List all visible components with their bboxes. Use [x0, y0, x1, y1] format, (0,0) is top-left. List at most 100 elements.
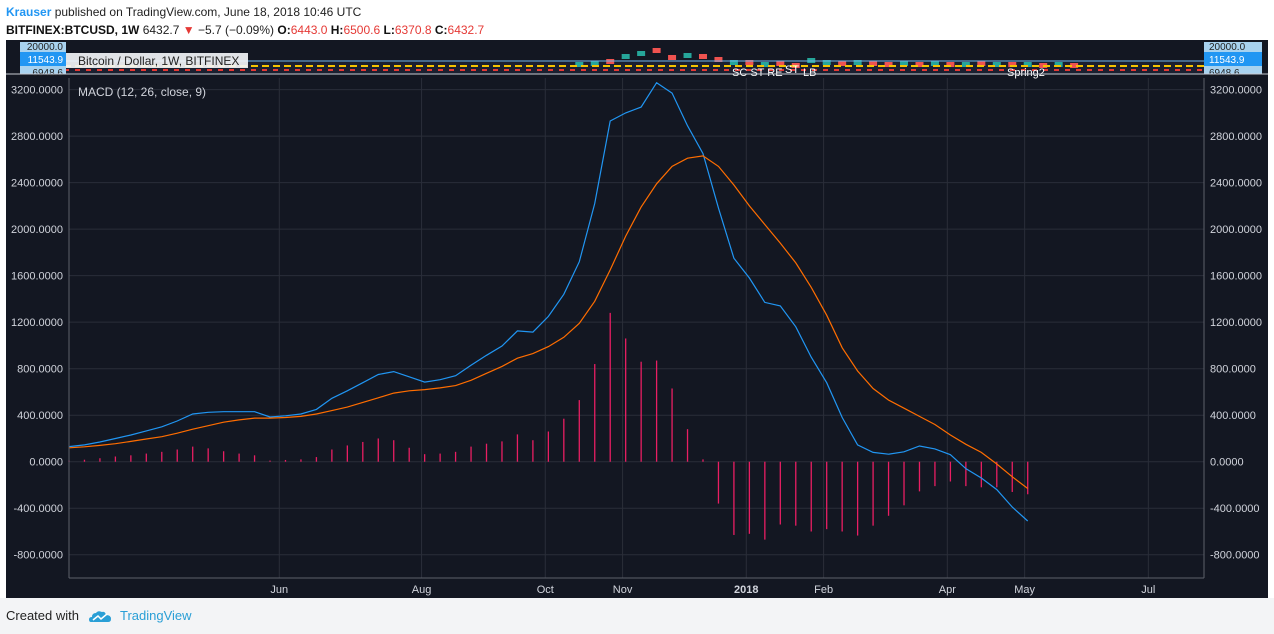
macd-lines [68, 81, 1029, 522]
y-tick-label-right: -800.0000 [1210, 550, 1260, 562]
price-candle [961, 62, 970, 67]
right-price-highlight [1204, 52, 1262, 66]
price-candle [1023, 62, 1032, 67]
price-candle [668, 55, 677, 60]
price-title-bg [20, 53, 248, 68]
low-value: 6370.8 [394, 23, 432, 37]
x-tick-label: Aug [412, 584, 432, 596]
price-candle [745, 60, 754, 65]
y-tick-label-right: 2400.0000 [1210, 178, 1262, 190]
y-tick-label-left: 1600.0000 [11, 271, 63, 283]
y-tick-label-left: 0.0000 [29, 457, 63, 469]
y-axis-left: 3200.0000 2800.0000 2400.0000 2000.0000 1600… [11, 85, 63, 562]
x-tick-label: May [1014, 584, 1035, 596]
last-price: 6432.7 [142, 23, 180, 37]
high-value: 6500.6 [343, 23, 381, 37]
x-tick-label: Jun [270, 584, 288, 596]
open-label: O: [277, 23, 291, 37]
y-tick-label-left: -800.0000 [13, 550, 63, 562]
tradingview-brand-link[interactable]: TradingView [120, 608, 192, 623]
price-candle [637, 51, 646, 56]
y-axis-right: 3200.0000 2800.0000 2400.0000 2000.0000 1600… [1210, 85, 1262, 562]
publish-info: published on TradingView.com, June 18, 2… [54, 5, 362, 19]
price-candle [869, 61, 878, 66]
price-candle [683, 53, 692, 58]
y-tick-label-left: -400.0000 [13, 503, 63, 515]
y-tick-label-right: 1600.0000 [1210, 271, 1262, 283]
grid [69, 78, 1204, 578]
price-candle [760, 62, 769, 67]
x-tick-label: Apr [939, 584, 956, 596]
x-tick-label: Feb [814, 584, 833, 596]
y-tick-label-right: 400.0000 [1210, 410, 1256, 422]
footer: Created with TradingView [0, 598, 1274, 634]
x-tick-label: 2018 [734, 584, 758, 596]
price-candle [900, 61, 909, 66]
y-tick-label-left: 2400.0000 [11, 178, 63, 190]
left-badge-top: 20000.0 [27, 42, 64, 53]
price-candle [822, 60, 831, 65]
price-candle [853, 60, 862, 65]
histogram [68, 312, 1029, 540]
right-badge-price: 11543.9 [1209, 55, 1245, 66]
low-label: L: [383, 23, 395, 37]
price-candle [1054, 62, 1063, 67]
y-tick-label-left: 1200.0000 [11, 317, 63, 329]
y-tick-label-left: 800.0000 [17, 364, 63, 376]
y-tick-label-right: 800.0000 [1210, 364, 1256, 376]
left-badge-price: 11543.9 [28, 55, 64, 66]
price-candle [930, 61, 939, 66]
price-candle [776, 61, 785, 66]
close-label: C: [434, 23, 448, 37]
left-price-highlight [20, 52, 66, 66]
annotation-spring2: Spring2 [1007, 67, 1045, 79]
chart-area[interactable] [6, 40, 1268, 598]
x-tick-label: Oct [537, 584, 554, 596]
x-axis: Jun Aug Oct Nov 2018 Feb Apr May Jul [270, 584, 1155, 596]
tradingview-logo-icon [88, 610, 111, 622]
price-candle [729, 60, 738, 65]
high-label: H: [330, 23, 344, 37]
chart-svg[interactable]: Bitcoin / Dollar, 1W, BITFINEX SC ST RE … [6, 40, 1268, 598]
y-tick-label-left: 400.0000 [17, 410, 63, 422]
close-value: 6432.7 [447, 23, 485, 37]
author-link[interactable]: Krauser [6, 5, 52, 19]
annotation-sc-st-re: SC ST RE [732, 67, 783, 79]
y-tick-label-right: -400.0000 [1210, 503, 1260, 515]
right-badge-top: 20000.0 [1209, 42, 1246, 53]
y-tick-label-right: 2000.0000 [1210, 224, 1262, 236]
price-candle [915, 62, 924, 67]
price-pane: Bitcoin / Dollar, 1W, BITFINEX SC ST RE … [20, 42, 1262, 79]
x-tick-label: Jul [1141, 584, 1155, 596]
price-candle [1008, 62, 1017, 67]
y-tick-label-left: 2000.0000 [11, 224, 63, 236]
price-candle [884, 62, 893, 67]
price-candle [838, 61, 847, 66]
price-candle [977, 61, 986, 66]
price-candle [575, 62, 584, 67]
publish-line: Krauser published on TradingView.com, Ju… [6, 4, 361, 20]
symbol-label: BITFINEX:BTCUSD, 1W [6, 23, 140, 37]
price-candle [1070, 63, 1079, 68]
y-tick-label-right: 3200.0000 [1210, 85, 1262, 97]
annotation-st: ST [785, 64, 799, 76]
price-candle [652, 48, 661, 53]
price-candle [992, 62, 1001, 67]
signal-line [68, 155, 1029, 489]
price-candle [590, 61, 599, 66]
y-tick-label-right: 2800.0000 [1210, 131, 1262, 143]
symbol-line: BITFINEX:BTCUSD, 1W 6432.7 ▼ −5.7 (−0.09… [6, 22, 484, 38]
y-tick-label-left: 3200.0000 [11, 85, 63, 97]
annotation-lb: LB [803, 67, 816, 79]
price-candle [714, 57, 723, 62]
price-candle [946, 62, 955, 67]
y-tick-label-left: 2800.0000 [11, 131, 63, 143]
price-change: −5.7 (−0.09%) [197, 23, 275, 37]
down-arrow-icon: ▼ [182, 23, 195, 37]
header: Krauser published on TradingView.com, Ju… [0, 0, 1274, 40]
price-pane-title: Bitcoin / Dollar, 1W, BITFINEX [78, 54, 239, 68]
x-tick-label: Nov [613, 584, 633, 596]
y-tick-label-right: 0.0000 [1210, 457, 1244, 469]
open-value: 6443.0 [290, 23, 328, 37]
indicator-title: MACD (12, 26, close, 9) [78, 85, 206, 99]
